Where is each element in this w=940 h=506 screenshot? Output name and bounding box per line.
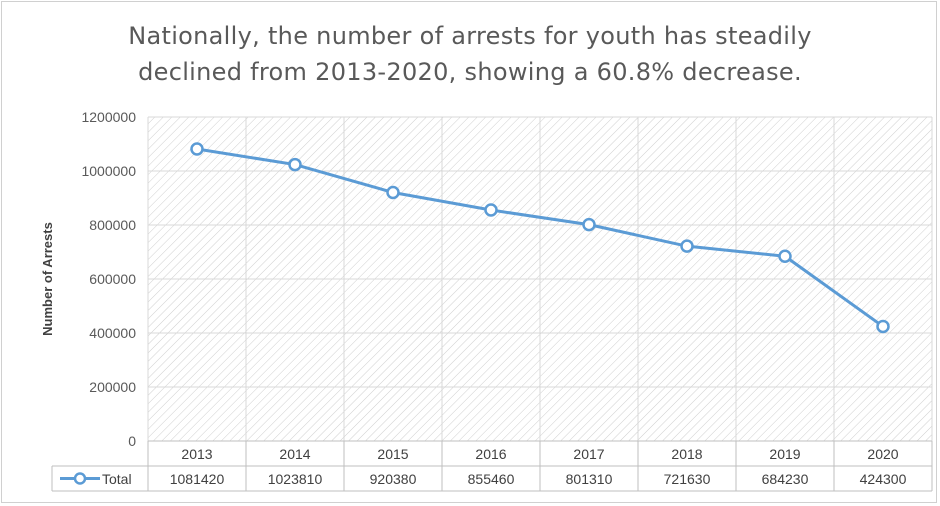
x-tick-label: 2016: [475, 446, 506, 462]
chart-title: Nationally, the number of arrests for yo…: [0, 18, 940, 90]
series-total: [190, 142, 890, 334]
x-tick-label: 2017: [573, 446, 604, 462]
x-tick-label: 2013: [181, 446, 212, 462]
data-point: [582, 217, 596, 232]
legend-label: Total: [102, 471, 132, 487]
chart-title-line-1: Nationally, the number of arrests for yo…: [128, 22, 812, 50]
data-point: [190, 142, 204, 156]
data-point: [386, 185, 400, 200]
y-tick-label: 1200000: [81, 109, 136, 125]
x-tick-label: 2014: [279, 446, 310, 462]
x-tick-label: 2018: [671, 446, 702, 462]
x-tick-label: 2020: [867, 446, 898, 462]
data-table-value: 920380: [370, 471, 417, 487]
data-table-value: 855460: [468, 471, 515, 487]
y-axis-ticks: 0 200000 400000 600000 800000 1000000 1200000: [81, 109, 136, 449]
x-tick-label: 2019: [769, 446, 800, 462]
data-point: [288, 157, 302, 172]
y-tick-label: 800000: [89, 217, 136, 233]
x-tick-label: 2015: [377, 446, 408, 462]
y-tick-label: 400000: [89, 325, 136, 341]
y-tick-label: 1000000: [81, 163, 136, 179]
data-table: 2013 2014 2015 2016 2017 2018 2019 2020 1081420 1…: [51, 440, 933, 492]
data-table-value: 424300: [860, 471, 907, 487]
data-point: [484, 203, 498, 217]
data-point: [876, 319, 890, 334]
data-table-value: 721630: [664, 471, 711, 487]
y-tick-label: 600000: [89, 271, 136, 287]
data-table-value: 684230: [762, 471, 809, 487]
y-tick-label: 200000: [89, 379, 136, 395]
data-point: [680, 239, 694, 253]
data-point: [778, 249, 792, 264]
data-table-value: 801310: [566, 471, 613, 487]
data-table-value: 1023810: [268, 471, 323, 487]
y-axis-label: Number of Arrests: [40, 222, 55, 336]
chart-title-line-2: declined from 2013-2020, showing a 60.8%…: [138, 58, 802, 86]
y-tick-label: 0: [128, 433, 136, 449]
series-line: [196, 147, 884, 328]
data-table-value: 1081420: [170, 471, 225, 487]
legend-marker-key: [73, 472, 87, 485]
